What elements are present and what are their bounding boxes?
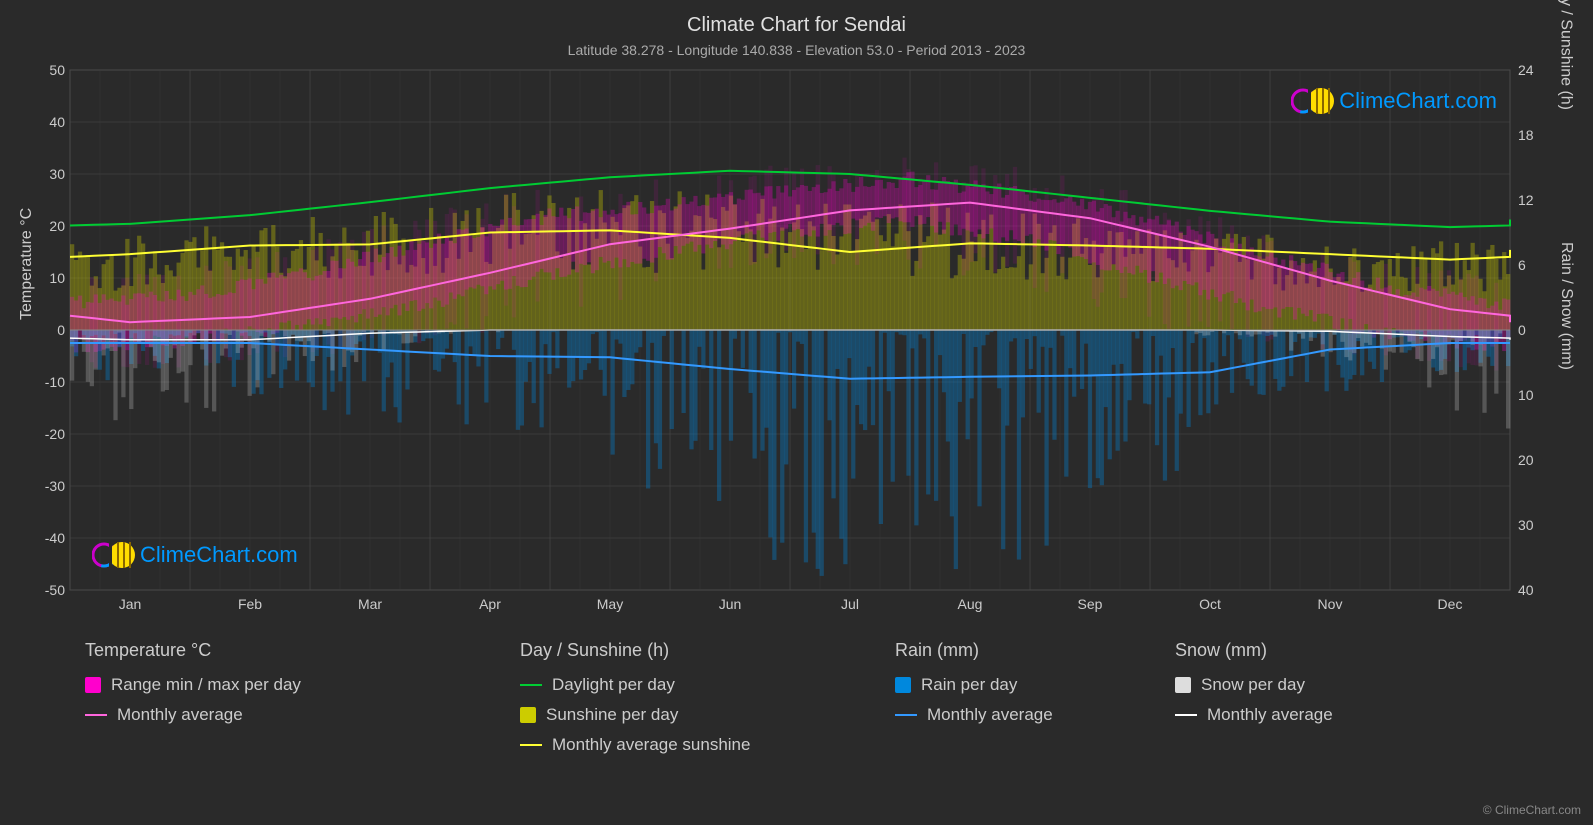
month-label-Nov: Nov <box>1300 596 1360 612</box>
month-label-Feb: Feb <box>220 596 280 612</box>
left-tick-40: 40 <box>25 114 65 130</box>
watermark-top: ClimeChart.com <box>1291 86 1497 116</box>
month-label-May: May <box>580 596 640 612</box>
legend-temperature: Temperature °C Range min / max per day M… <box>85 640 301 735</box>
month-label-Apr: Apr <box>460 596 520 612</box>
legend-temp-avg: Monthly average <box>85 705 301 725</box>
climechart-logo-icon <box>1291 86 1339 116</box>
left-tick--30: -30 <box>25 478 65 494</box>
legend-daylight-heading: Day / Sunshine (h) <box>520 640 750 661</box>
left-tick-10: 10 <box>25 270 65 286</box>
daylight-line-swatch <box>520 684 542 686</box>
left-tick-50: 50 <box>25 62 65 78</box>
right-top-tick-24: 24 <box>1518 62 1558 78</box>
month-label-Jan: Jan <box>100 596 160 612</box>
left-tick--40: -40 <box>25 530 65 546</box>
rain-avg-line-swatch <box>895 714 917 716</box>
right-top-tick-0: 0 <box>1518 322 1558 338</box>
legend-snow-swatch: Snow per day <box>1175 675 1333 695</box>
legend-temp-heading: Temperature °C <box>85 640 301 661</box>
y-axis-right-top-label: Day / Sunshine (h) <box>1557 0 1575 110</box>
month-label-Oct: Oct <box>1180 596 1240 612</box>
snow-avg-line-swatch <box>1175 714 1197 716</box>
legend-snow: Snow (mm) Snow per day Monthly average <box>1175 640 1333 735</box>
month-label-Mar: Mar <box>340 596 400 612</box>
chart-title: Climate Chart for Sendai <box>0 14 1593 37</box>
sunshine-swatch <box>520 707 536 723</box>
legend-daylight-line: Daylight per day <box>520 675 750 695</box>
month-label-Sep: Sep <box>1060 596 1120 612</box>
watermark-bottom: ClimeChart.com <box>92 540 298 570</box>
snow-swatch <box>1175 677 1191 693</box>
right-bottom-tick-20: 20 <box>1518 452 1558 468</box>
temp-range-swatch <box>85 677 101 693</box>
left-tick--10: -10 <box>25 374 65 390</box>
right-bottom-tick-10: 10 <box>1518 387 1558 403</box>
climechart-logo-icon <box>92 540 140 570</box>
copyright-text: © ClimeChart.com <box>1483 803 1581 817</box>
legend-temp-range: Range min / max per day <box>85 675 301 695</box>
left-tick-20: 20 <box>25 218 65 234</box>
month-label-Jul: Jul <box>820 596 880 612</box>
legend-sunshine-avg: Monthly average sunshine <box>520 735 750 755</box>
left-tick-30: 30 <box>25 166 65 182</box>
right-bottom-tick-40: 40 <box>1518 582 1558 598</box>
month-label-Aug: Aug <box>940 596 1000 612</box>
left-tick--20: -20 <box>25 426 65 442</box>
legend-rain-avg: Monthly average <box>895 705 1053 725</box>
month-label-Jun: Jun <box>700 596 760 612</box>
legend-snow-heading: Snow (mm) <box>1175 640 1333 661</box>
legend-snow-avg: Monthly average <box>1175 705 1333 725</box>
sunshine-avg-line-swatch <box>520 744 542 746</box>
right-bottom-tick-30: 30 <box>1518 517 1558 533</box>
month-label-Dec: Dec <box>1420 596 1480 612</box>
temp-avg-line-swatch <box>85 714 107 716</box>
legend-rain-swatch: Rain per day <box>895 675 1053 695</box>
right-top-tick-18: 18 <box>1518 127 1558 143</box>
left-tick--50: -50 <box>25 582 65 598</box>
chart-subtitle: Latitude 38.278 - Longitude 140.838 - El… <box>0 42 1593 58</box>
legend-sunshine-swatch: Sunshine per day <box>520 705 750 725</box>
left-tick-0: 0 <box>25 322 65 338</box>
rain-swatch <box>895 677 911 693</box>
legend-daylight: Day / Sunshine (h) Daylight per day Suns… <box>520 640 750 765</box>
y-axis-right-bottom-label: Rain / Snow (mm) <box>1557 242 1575 370</box>
legend-rain: Rain (mm) Rain per day Monthly average <box>895 640 1053 735</box>
legend-rain-heading: Rain (mm) <box>895 640 1053 661</box>
right-top-tick-6: 6 <box>1518 257 1558 273</box>
right-top-tick-12: 12 <box>1518 192 1558 208</box>
